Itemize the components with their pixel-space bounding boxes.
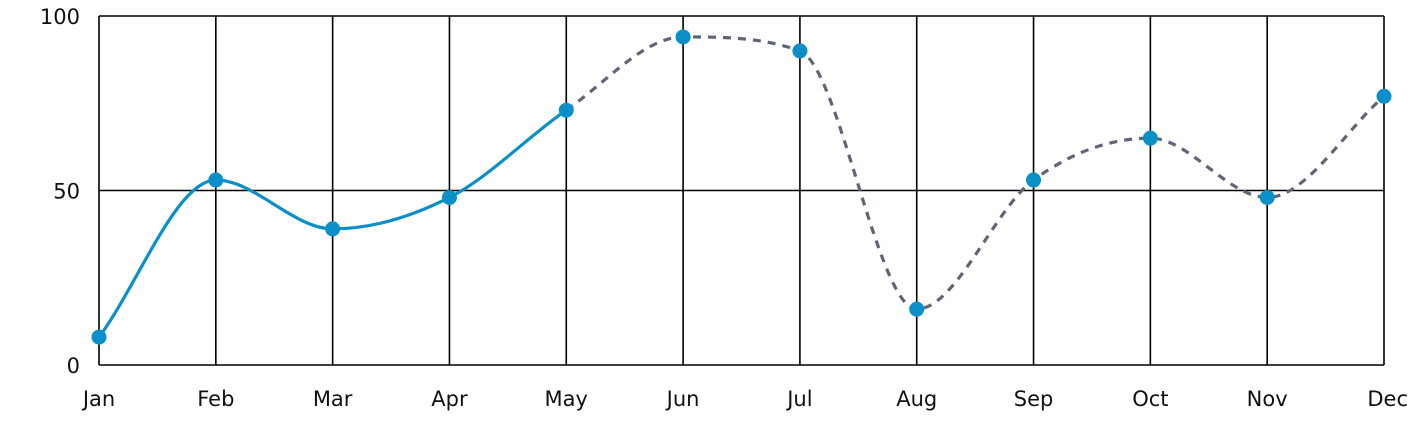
data-point-sep [1026, 172, 1042, 188]
data-points [91, 29, 1392, 345]
data-point-apr [441, 189, 457, 205]
x-tick-label: Nov [1247, 387, 1288, 411]
x-tick-label: May [545, 387, 588, 411]
y-tick-label: 100 [40, 5, 80, 29]
y-tick-label: 0 [67, 354, 80, 378]
x-tick-label: Dec [1367, 387, 1408, 411]
data-point-oct [1142, 130, 1158, 146]
x-axis-ticks: Jan Feb Mar Apr May Jun Jul Aug Sep Oct Nov Dec [81, 387, 1408, 411]
data-point-may [558, 102, 574, 118]
data-point-nov [1259, 189, 1275, 205]
x-tick-label: Apr [431, 387, 468, 411]
data-point-mar [325, 221, 341, 237]
x-tick-label: Jun [665, 387, 700, 411]
y-tick-label: 50 [53, 180, 80, 204]
data-point-feb [208, 172, 224, 188]
x-tick-label: Feb [197, 387, 234, 411]
x-tick-label: Jul [785, 387, 812, 411]
y-axis-ticks: 0 50 100 [40, 5, 80, 378]
series-line-dashed [565, 35, 1386, 311]
data-point-dec [1376, 88, 1392, 104]
x-tick-label: Jan [81, 387, 115, 411]
x-tick-label: Aug [896, 387, 937, 411]
grid [98, 15, 1385, 366]
data-point-jan [91, 329, 107, 345]
x-tick-label: Sep [1014, 387, 1054, 411]
x-tick-label: Oct [1132, 387, 1168, 411]
data-point-jun [675, 29, 691, 45]
x-tick-label: Mar [313, 387, 353, 411]
data-point-jul [792, 43, 808, 59]
data-point-aug [909, 301, 925, 317]
